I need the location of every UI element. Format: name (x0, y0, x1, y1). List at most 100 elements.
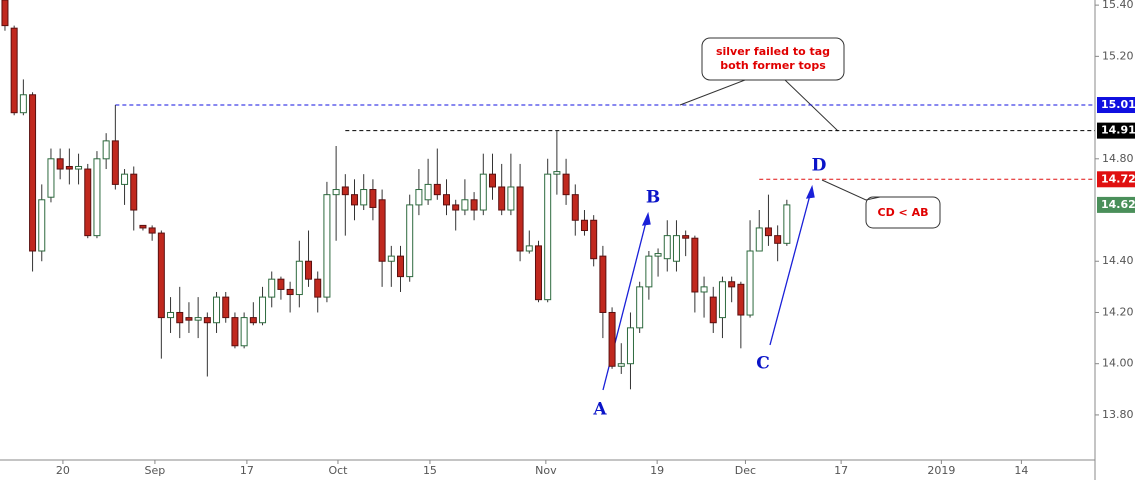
candle-body (700, 286, 708, 293)
candle-body (626, 327, 634, 365)
candle-body (314, 278, 322, 298)
candle-body (442, 194, 450, 206)
price-badge (1097, 97, 1135, 114)
candle-body (369, 189, 377, 208)
candle-body (452, 204, 460, 211)
candle-body (746, 250, 754, 316)
candle-body (231, 317, 239, 347)
callouts: silver failed to tag both former tops CD… (679, 37, 941, 229)
wave-label: D (812, 156, 827, 176)
candle-body (286, 288, 294, 296)
x-tick-label: Oct (328, 464, 348, 477)
candle-body (783, 204, 791, 244)
candle-body (737, 283, 745, 316)
candle-body (213, 296, 221, 324)
y-tick-label: 14.40 (1102, 254, 1134, 267)
candle-body (176, 311, 184, 324)
candle-body (185, 317, 193, 321)
callout-pointer (821, 179, 881, 201)
price-badge (1097, 196, 1135, 213)
arrow (769, 194, 811, 346)
candle-body (534, 245, 542, 301)
candle-body (663, 235, 671, 260)
callout-box (865, 196, 941, 229)
candle-body (268, 278, 276, 298)
candle-body (516, 186, 524, 252)
candle-body (682, 235, 690, 239)
x-tick-label: 2019 (927, 464, 955, 477)
candle-body (203, 317, 211, 324)
candle-body (507, 186, 515, 211)
x-tick-label: 17 (240, 464, 254, 477)
arrowhead (641, 211, 651, 226)
candle-body (332, 189, 340, 196)
candle-body (259, 296, 267, 324)
y-tick-label: 14.20 (1102, 305, 1134, 318)
x-tick-label: 15 (423, 464, 437, 477)
candle-body (65, 165, 73, 170)
candle-body (240, 317, 248, 347)
candle-body (617, 363, 625, 367)
candle-body (764, 227, 772, 237)
candle-body (157, 232, 165, 319)
candle-body (461, 199, 469, 211)
x-tick-label: Sep (145, 464, 166, 477)
price-badge-label: 14.91 (1101, 124, 1136, 137)
candle-body (755, 227, 763, 252)
candle-body (470, 199, 478, 211)
candle-body (415, 189, 423, 206)
candle-body (718, 281, 726, 319)
candle-body (38, 199, 46, 252)
price-badge (1097, 171, 1135, 188)
x-tick-label: Dec (735, 464, 756, 477)
candle-body (84, 168, 92, 237)
annotation: silver failed to tag (716, 45, 830, 58)
candle-body (111, 140, 119, 185)
candle-body (130, 173, 138, 211)
candle-body (728, 281, 736, 288)
price-badge-label: 14.62 (1101, 198, 1136, 211)
candle-body (397, 255, 405, 278)
candle-body (636, 286, 644, 329)
wave-label: C (756, 354, 770, 374)
candle-body (709, 296, 717, 324)
candle-body (139, 224, 147, 229)
x-tick-label: 14 (1014, 464, 1028, 477)
candle-body (102, 140, 110, 160)
candle-body (562, 173, 570, 196)
candle-body (525, 245, 533, 252)
candle-body (167, 311, 175, 319)
wave-label: B (646, 188, 660, 208)
candle-body (608, 311, 616, 367)
candle-body (599, 255, 607, 313)
candle-body (488, 173, 496, 188)
x-tick-label: 19 (650, 464, 664, 477)
y-tick-label: 14.00 (1102, 357, 1134, 370)
price-badge (1097, 122, 1135, 139)
candle-body (774, 235, 782, 244)
y-tick-label: 14.80 (1102, 152, 1134, 165)
candle-body (590, 219, 598, 260)
candle-body (249, 317, 257, 324)
candle-body (194, 317, 202, 321)
price-badge-label: 14.72 (1101, 172, 1136, 185)
candle-body (75, 165, 83, 170)
price-badge-label: 15.01 (1101, 98, 1136, 111)
candle-body (645, 255, 653, 288)
candle-body (19, 94, 27, 114)
annotation: both former tops (720, 59, 826, 72)
candle-body (1, 0, 9, 27)
candle-body (56, 158, 64, 170)
candle-body (305, 260, 313, 280)
candle-body (433, 183, 441, 196)
candle-body (378, 199, 386, 262)
candle-body (295, 260, 303, 296)
candle-body (580, 219, 588, 232)
x-tick-label: 20 (56, 464, 70, 477)
candle-body (93, 158, 101, 237)
candle-body (424, 183, 432, 201)
annotation: CD < AB (878, 206, 929, 219)
wave-label: A (592, 400, 607, 420)
y-tick-label: 15.40 (1102, 0, 1134, 11)
